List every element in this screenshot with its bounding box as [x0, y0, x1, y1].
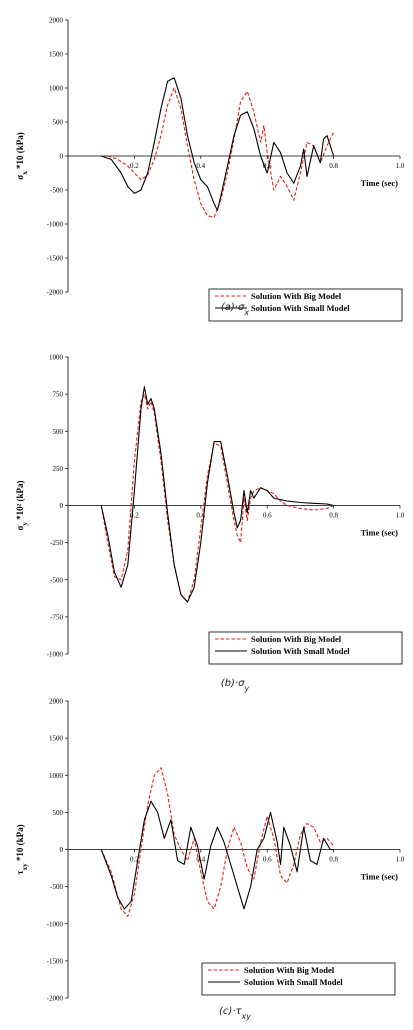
series-line-big-model [101, 768, 333, 917]
y-tick-label: -250 [50, 539, 63, 547]
y-axis-label: σx *10 (kPa) [15, 132, 29, 179]
y-tick-label: 500 [53, 809, 64, 817]
y-axis-label: τxy *10 (kPa) [15, 824, 29, 874]
series-line-small-model [101, 387, 333, 602]
y-tick-label: -2000 [47, 289, 64, 297]
series-line-big-model [101, 394, 333, 602]
x-tick-label: 0.8 [329, 512, 338, 520]
legend-label: Solution With Big Model [244, 965, 335, 975]
y-tick-label: -1500 [47, 255, 64, 263]
x-tick-label: 1.0 [396, 162, 405, 170]
y-tick-label: 1000 [49, 85, 64, 93]
legend-label: Solution With Small Model [251, 646, 350, 656]
x-tick-label: 1.0 [396, 512, 405, 520]
x-tick-label: 0.4 [196, 162, 205, 170]
series-line-small-model [101, 78, 333, 211]
legend-label: Solution With Small Model [251, 303, 350, 313]
y-tick-label: 1000 [49, 354, 64, 362]
legend: Solution With Big Model Solution With Sma… [202, 963, 395, 995]
y-tick-label: -500 [50, 187, 63, 195]
y-tick-label: 0 [60, 846, 64, 854]
legend-label: Solution With Big Model [251, 291, 342, 301]
x-axis-label: Time (sec) [361, 528, 399, 538]
x-axis-label: Time (sec) [361, 872, 399, 882]
y-tick-label: -500 [50, 576, 63, 584]
figure-caption: (b)·σy [221, 678, 250, 693]
legend-label: Solution With Big Model [251, 634, 342, 644]
x-tick-label: 0.6 [263, 856, 272, 864]
x-tick-label: 0.8 [329, 162, 338, 170]
y-tick-label: -1000 [47, 221, 64, 229]
y-tick-label: 500 [53, 428, 64, 436]
y-tick-label: -1000 [47, 920, 64, 928]
y-tick-label: 2000 [49, 698, 64, 706]
y-tick-label: 1500 [49, 51, 64, 59]
y-tick-label: -1500 [47, 957, 64, 965]
y-axis-label: σy *10² (kPa) [15, 480, 29, 530]
y-tick-label: 750 [53, 391, 64, 399]
legend-label: Solution With Small Model [244, 977, 343, 987]
chart-1: 2000 1500 1000 500 0 -500 -1000 -1500 -2000 0.2 0.… [15, 17, 405, 322]
x-tick-label: 0.8 [329, 856, 338, 864]
y-tick-label: 2000 [49, 17, 64, 25]
x-tick-label: 0.2 [130, 162, 139, 170]
y-tick-label: 1500 [49, 735, 64, 743]
y-tick-label: -2000 [47, 995, 64, 1003]
y-tick-label: -1000 [47, 651, 64, 659]
legend: Solution With Big Model Solution With Sma… [209, 632, 402, 664]
x-tick-label: 0.6 [263, 512, 272, 520]
y-tick-label: 500 [53, 119, 64, 127]
y-tick-label: 0 [60, 153, 64, 161]
x-axis-label: Time (sec) [361, 178, 399, 188]
y-tick-label: 250 [53, 465, 64, 473]
y-tick-label: 0 [60, 502, 64, 510]
figure-caption: (c)·τxy [219, 1006, 251, 1021]
x-tick-label: 1.0 [396, 856, 405, 864]
y-tick-label: 1000 [49, 772, 64, 780]
y-tick-label: -750 [50, 613, 63, 621]
y-tick-label: -500 [50, 883, 63, 891]
